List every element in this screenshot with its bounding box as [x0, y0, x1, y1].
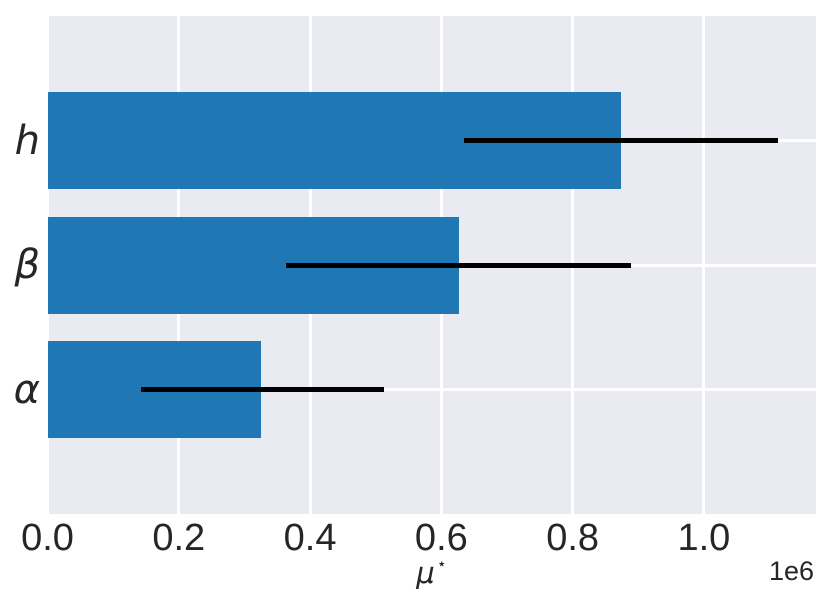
- gridline-horizontal: [47, 388, 816, 391]
- x-tick-label: 1.0: [677, 517, 731, 559]
- x-axis-label: μ ⋆: [48, 554, 816, 590]
- x-axis-label-superscript: ⋆: [436, 554, 447, 573]
- x-tick-label: 0.2: [152, 517, 206, 559]
- error-bar-h: [463, 138, 779, 143]
- y-category-label-alpha: α: [13, 366, 40, 413]
- plot-area: [46, 16, 816, 514]
- x-tick-label: 0.4: [283, 517, 337, 559]
- error-bar-alpha: [140, 387, 384, 392]
- y-category-label-beta: β: [14, 242, 40, 288]
- axis-offset-label: 1e6: [768, 556, 814, 586]
- x-tick-label: 0.6: [414, 517, 468, 559]
- error-bar-beta: [286, 262, 632, 268]
- y-category-label-h: h: [14, 117, 40, 164]
- x-tick-label: 0.8: [546, 517, 600, 559]
- x-tick-label: 0.0: [21, 517, 74, 559]
- x-axis-label-symbol: μ: [416, 556, 435, 590]
